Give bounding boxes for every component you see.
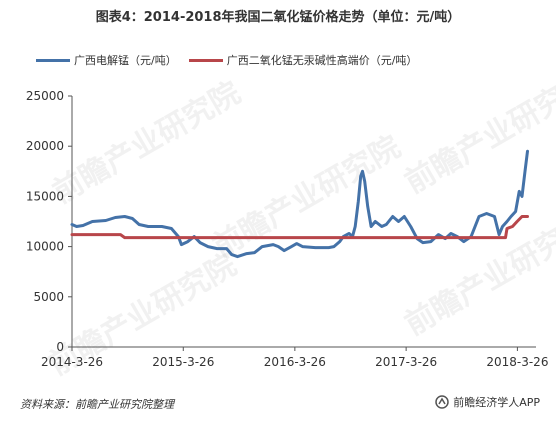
x-tick-label: 2018-3-26 <box>486 355 548 369</box>
x-tick-label: 2017-3-26 <box>375 355 437 369</box>
brand-logo-icon <box>435 395 449 409</box>
source-note: 资料来源：前瞻产业研究院整理 <box>20 398 174 411</box>
legend-label-series1: 广西电解锰（元/吨） <box>74 54 177 67</box>
x-tick-label: 2015-3-26 <box>152 355 214 369</box>
series-line-2 <box>70 215 529 240</box>
y-tick-label: 10000 <box>26 240 64 254</box>
brand-name: 前瞻经济学人APP <box>453 396 540 409</box>
legend-swatch-series1 <box>36 58 70 62</box>
legend-label-series2: 广西二氧化锰无汞碱性高端价（元/吨） <box>226 54 418 67</box>
x-tick-label: 2014-3-26 <box>41 355 103 369</box>
y-tick-label: 25000 <box>26 89 64 103</box>
y-tick-label: 5000 <box>33 290 64 304</box>
brand-footer: 前瞻经济学人APP <box>435 394 540 410</box>
y-tick-label: 20000 <box>26 139 64 153</box>
chart-title: 图表4：2014-2018年我国二氧化锰价格走势（单位：元/吨） <box>95 10 461 25</box>
series-line-1 <box>70 149 529 259</box>
legend-item-series2: 广西二氧化锰无汞碱性高端价（元/吨） <box>188 52 418 68</box>
y-tick-label: 15000 <box>26 189 64 203</box>
legend-item-series1: 广西电解锰（元/吨） <box>36 52 177 68</box>
y-tick-label: 0 <box>56 340 64 354</box>
legend: 广西电解锰（元/吨） 广西二氧化锰无汞碱性高端价（元/吨） <box>36 50 429 70</box>
x-tick-label: 2016-3-26 <box>264 355 326 369</box>
legend-swatch-series2 <box>188 58 223 62</box>
